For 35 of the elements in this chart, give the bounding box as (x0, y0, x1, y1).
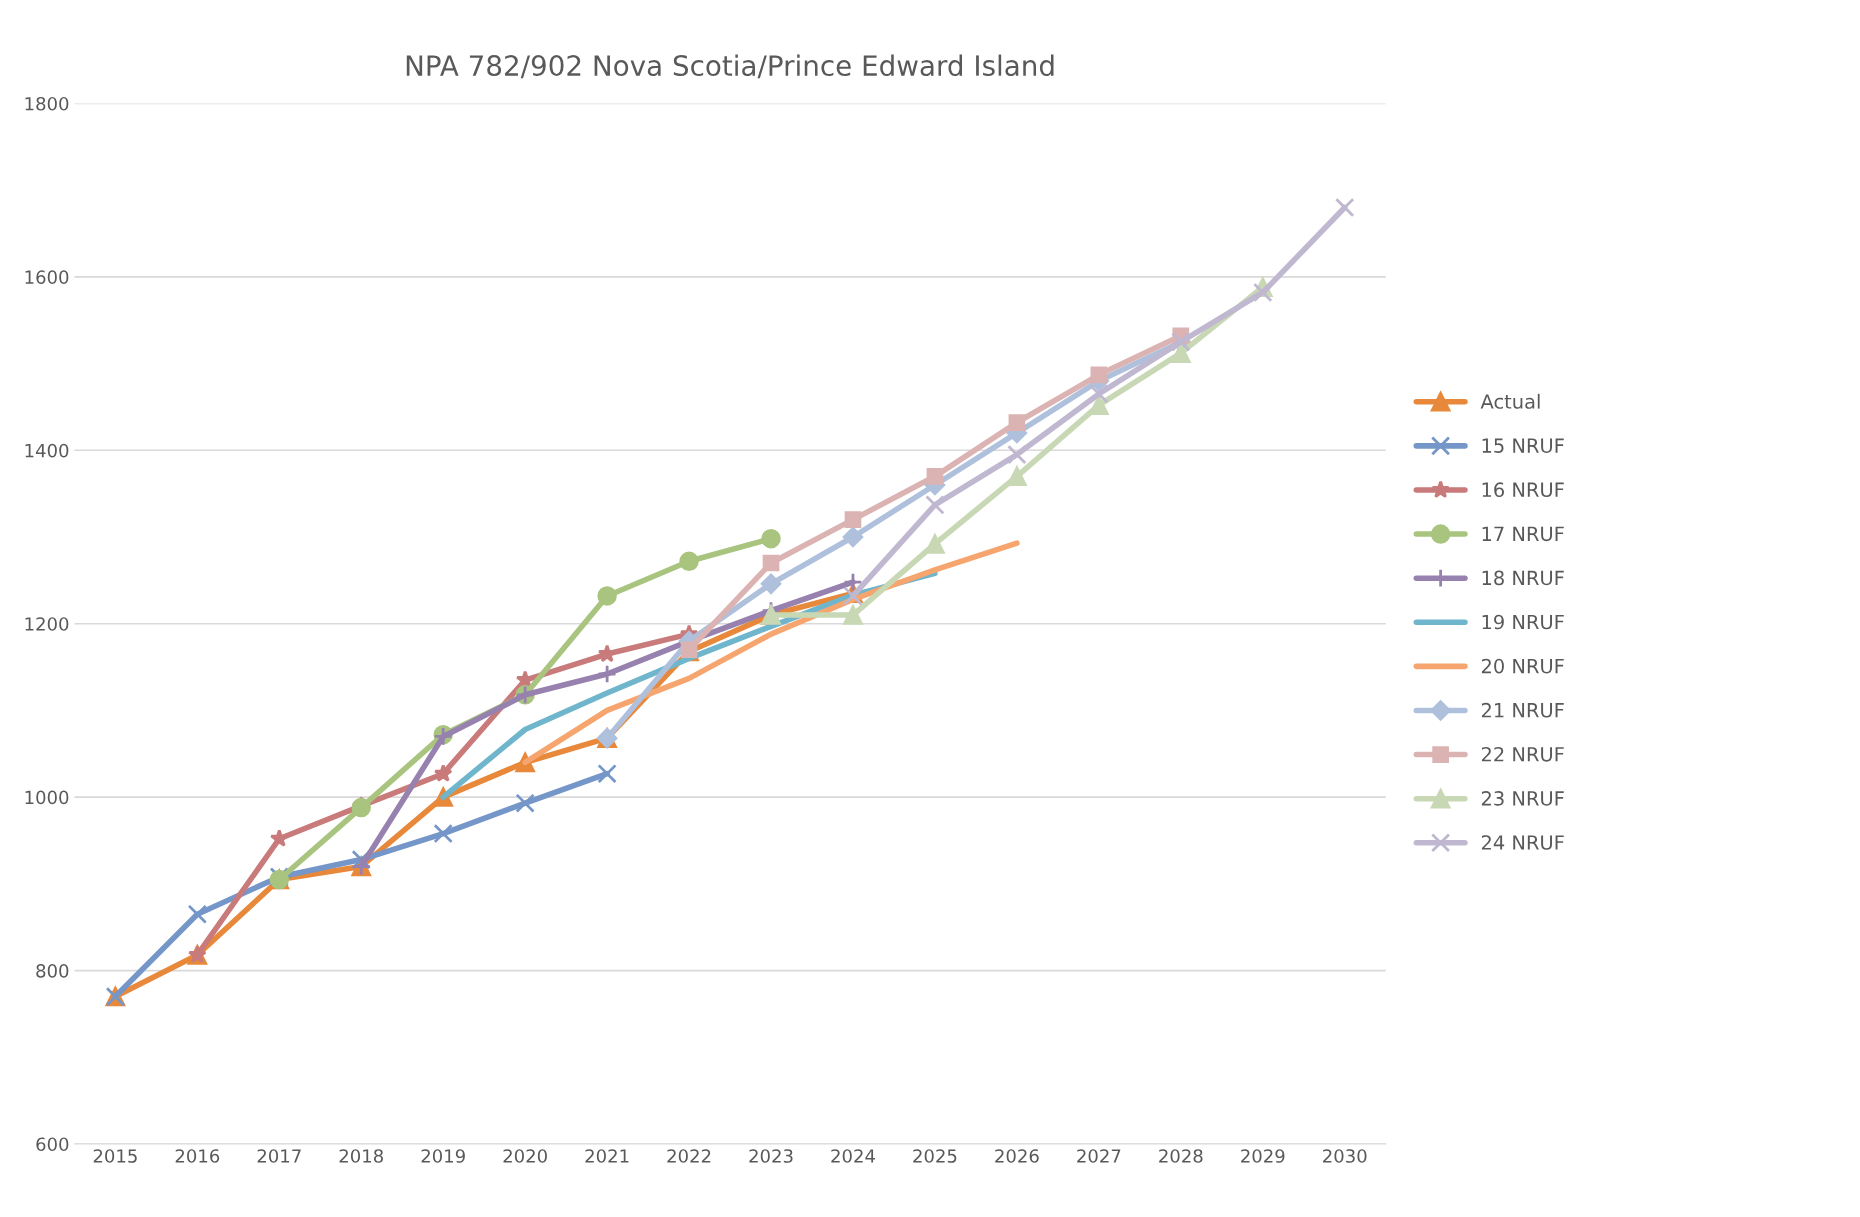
x-tick-label: 2026 (995, 1149, 1039, 1163)
legend-label: 16 NRUF (1482, 482, 1564, 498)
x-tick-label: 2018 (339, 1149, 383, 1163)
x-tick-label: 2016 (175, 1149, 220, 1163)
x-tick-label: 2017 (257, 1149, 301, 1163)
x-tick-label: 2028 (1159, 1149, 1203, 1163)
legend-label: 15 NRUF (1482, 438, 1564, 453)
y-tick-label: 1400 (25, 443, 69, 458)
y-tick-label: 1200 (25, 617, 69, 631)
legend-label: 22 NRUF (1481, 746, 1564, 762)
x-tick-label: 2015 (93, 1149, 137, 1163)
legend-label: 20 NRUF (1481, 658, 1564, 674)
legend-label: 23 NRUF (1481, 791, 1564, 806)
y-tick-label: 1600 (25, 270, 69, 284)
legend-label: 19 NRUF (1482, 614, 1564, 630)
chart-title: NPA 782/902 Nova Scotia/Prince Edward Island (406, 54, 1054, 79)
x-tick-label: 2020 (503, 1149, 547, 1163)
x-tick-label: 2030 (1323, 1149, 1367, 1163)
legend-label: Actual (1480, 393, 1540, 409)
y-tick-label: 1800 (25, 96, 69, 111)
x-tick-label: 2021 (585, 1149, 629, 1163)
x-tick-label: 2027 (1077, 1149, 1121, 1163)
x-tick-label: 2023 (749, 1149, 793, 1163)
x-tick-label: 2029 (1241, 1149, 1285, 1163)
y-tick-label: 1000 (25, 790, 69, 805)
legend-label: 18 NRUF (1482, 570, 1564, 586)
y-tick-label: 800 (36, 964, 69, 978)
x-tick-label: 2019 (421, 1149, 465, 1163)
x-tick-label: 2025 (913, 1149, 957, 1163)
x-tick-label: 2024 (831, 1149, 875, 1163)
x-tick-label: 2022 (667, 1149, 711, 1163)
legend-label: 17 NRUF (1482, 526, 1564, 542)
y-tick-label: 600 (36, 1137, 69, 1152)
legend-label: 24 NRUF (1481, 835, 1564, 850)
legend-label: 21 NRUF (1481, 702, 1564, 718)
